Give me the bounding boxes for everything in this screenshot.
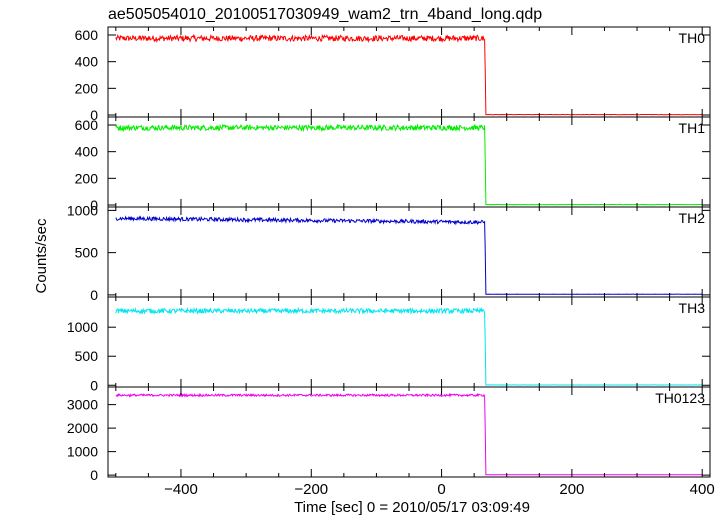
y-tick-label: 1000: [67, 202, 98, 218]
panel-th0123-frame: [107, 386, 711, 478]
y-tick-label: 0: [90, 467, 98, 483]
series-th2-line: [115, 215, 703, 295]
panel-label-th0: TH0: [679, 30, 706, 46]
panel-label-th1: TH1: [679, 120, 706, 136]
y-tick-label: 500: [75, 348, 99, 364]
y-tick-label: 1000: [67, 444, 98, 460]
panel-label-th3: TH3: [679, 300, 706, 316]
x-tick-label: 400: [690, 481, 715, 498]
chart-title: ae505054010_20100517030949_wam2_trn_4ban…: [108, 6, 542, 23]
y-tick-label: 1000: [67, 319, 98, 335]
y-tick-label: 600: [75, 117, 99, 133]
series-th1-line: [115, 123, 703, 206]
y-tick-label: 3000: [67, 397, 98, 413]
y-tick-label: 2000: [67, 420, 98, 436]
x-tick-label: 200: [559, 481, 584, 498]
y-tick-label: 400: [75, 144, 99, 160]
y-tick-label: 0: [90, 287, 98, 303]
series-th3-line: [115, 306, 703, 386]
x-axis-label: Time [sec] 0 = 2010/05/17 03:09:49: [294, 499, 530, 516]
x-tick-label: −200: [294, 481, 328, 498]
x-tick-label: −400: [164, 481, 198, 498]
panel-label-th0123: TH0123: [655, 390, 705, 406]
y-tick-label: 0: [90, 377, 98, 393]
y-axis-label: Counts/sec: [33, 218, 50, 294]
y-tick-label: 600: [75, 27, 99, 43]
chart-panels: 0 200 400 600 TH0 0 200 400 600 TH1 0 500 1000 TH2 0 50…: [67, 26, 715, 498]
y-tick-label: 200: [75, 170, 99, 186]
series-th0-line: [115, 33, 703, 116]
x-tick-label: 0: [437, 481, 445, 498]
y-tick-label: 0: [90, 197, 98, 213]
panel-th1-frame: [107, 116, 711, 208]
y-tick-label: 500: [75, 245, 99, 261]
y-tick-label: 200: [75, 80, 99, 96]
panel-label-th2: TH2: [679, 210, 706, 226]
y-tick-label: 0: [90, 107, 98, 123]
series-th0123-line: [115, 392, 703, 476]
y-tick-label: 400: [75, 54, 99, 70]
